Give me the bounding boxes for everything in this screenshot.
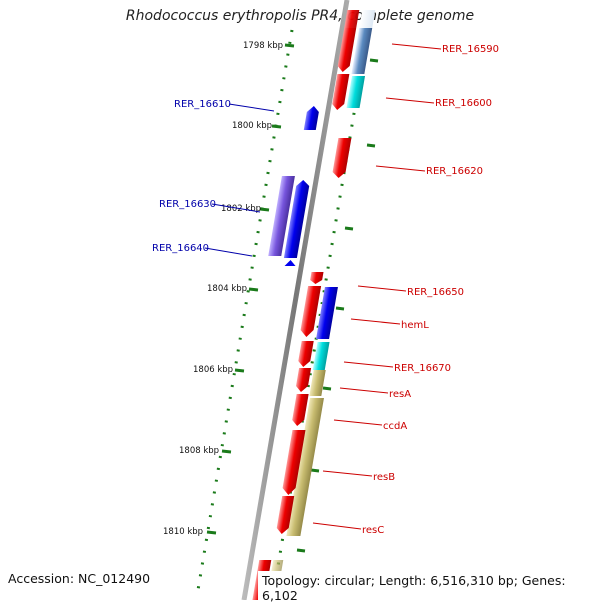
gene-ccda-red <box>292 394 309 426</box>
gene-rer-16670-red <box>298 341 314 367</box>
leader-line <box>375 165 426 172</box>
gene-heml-red <box>300 286 322 337</box>
gene-rer-16640 <box>283 180 310 258</box>
gene-top-red <box>344 10 360 28</box>
gene-heml <box>316 287 338 339</box>
gene-blocks <box>252 10 376 600</box>
leader-line <box>391 43 442 50</box>
gene-resa-red <box>296 368 312 392</box>
gene-label[interactable]: hemL <box>401 320 429 331</box>
gene-top-light <box>359 10 376 28</box>
tick-label: 1810 kbp <box>163 527 203 537</box>
gene-label[interactable]: RER_16610 <box>174 99 231 110</box>
leader-line <box>385 97 435 104</box>
leader-line <box>322 470 373 477</box>
gene-label[interactable]: RER_16670 <box>394 363 451 374</box>
leader-line <box>350 318 401 325</box>
gene-resa <box>309 370 326 396</box>
tick-label: 1806 kbp <box>193 365 233 375</box>
gene-label[interactable]: resB <box>373 472 395 483</box>
leader-line <box>343 361 394 368</box>
tick-marks <box>206 43 379 553</box>
tick-label: 1800 kbp <box>232 121 272 131</box>
tick-label: 1804 kbp <box>207 284 247 294</box>
gene-rer-16640-arrow <box>284 260 296 266</box>
gene-rer-16590-partner <box>351 28 373 74</box>
gene-resb <box>286 398 324 536</box>
gene-rer-16590 <box>337 28 357 72</box>
gene-rer-16610 <box>303 106 319 130</box>
gene-label[interactable]: ccdA <box>383 421 407 432</box>
gene-rer-16650 <box>310 272 324 284</box>
guide-track <box>196 29 294 591</box>
gene-rer-16600 <box>332 74 350 110</box>
gene-rer-16600-partner <box>346 76 366 108</box>
leader-line <box>339 387 389 394</box>
gene-label[interactable]: RER_16650 <box>407 287 464 298</box>
gene-label[interactable]: RER_16630 <box>159 199 216 210</box>
gene-resc-red <box>276 496 295 534</box>
gene-label[interactable]: resA <box>389 389 411 400</box>
tick-label: 1808 kbp <box>179 446 219 456</box>
gene-label[interactable]: RER_16590 <box>442 44 499 55</box>
leader-line <box>333 419 383 426</box>
leader-line <box>204 247 253 257</box>
gene-label[interactable]: RER_16600 <box>435 98 492 109</box>
gene-rer-16630 <box>268 176 295 256</box>
gene-label[interactable]: RER_16640 <box>152 243 209 254</box>
leader-line <box>228 103 275 112</box>
gene-resb-red <box>282 430 306 495</box>
gene-label[interactable]: RER_16620 <box>426 166 483 177</box>
leader-line <box>357 285 407 292</box>
leader-line <box>211 203 261 213</box>
topology-label: Topology: circular; Length: 6,516,310 bp… <box>258 571 600 605</box>
gene-label[interactable]: resC <box>362 525 384 536</box>
leader-line <box>312 522 362 530</box>
genome-backbone <box>241 0 350 600</box>
tick-label: 1798 kbp <box>243 41 283 51</box>
map-title: Rhodococcus erythropolis PR4, complete g… <box>125 8 475 24</box>
accession-label: Accession: NC_012490 <box>8 571 151 586</box>
gene-rer-16670 <box>312 342 330 370</box>
gene-rer-16620 <box>332 138 352 178</box>
